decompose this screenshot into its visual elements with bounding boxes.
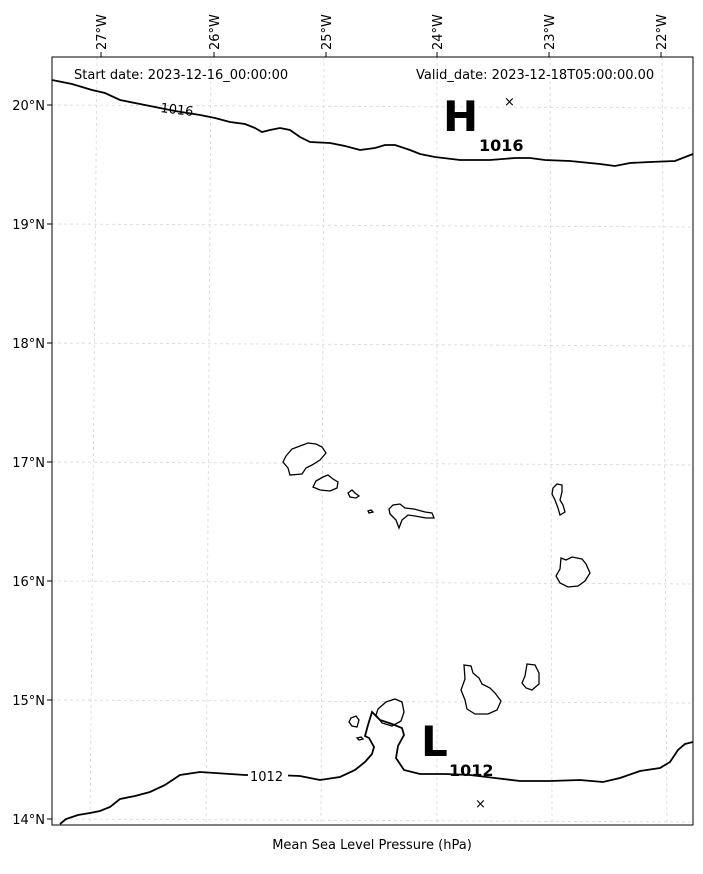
lon-label-27w: 27°W (95, 14, 110, 50)
lat-label-20n: 20°N (12, 99, 45, 114)
island-raso (367, 509, 375, 514)
high-symbol: H (443, 92, 478, 141)
low-symbol: L (421, 717, 448, 766)
map-caption: Mean Sea Level Pressure (hPa) (272, 838, 472, 853)
contour-label-upper: 1016 (160, 101, 195, 120)
high-value: 1016 (479, 136, 524, 155)
lon-label-24w: 24°W (431, 14, 446, 50)
island-sao-vicente (312, 474, 339, 492)
lon-label-23w: 23°W (543, 14, 558, 50)
island-boa-vista (555, 556, 591, 588)
isobars (52, 79, 693, 825)
island-sao-nicolau (388, 503, 435, 530)
islet-secos (355, 736, 365, 741)
graticule (52, 57, 693, 825)
island-brava (348, 715, 360, 728)
latitude-axis: 20°N 19°N 18°N 17°N 16°N 15°N 14°N (12, 99, 52, 828)
contour-label-lower: 1012 (250, 770, 283, 785)
island-maio (521, 663, 540, 691)
island-santa-luzia (347, 489, 361, 499)
low-marker: × (475, 797, 486, 812)
lat-label-14n: 14°N (12, 813, 45, 828)
low-value: 1012 (449, 761, 494, 780)
isobar-upper (52, 79, 693, 167)
longitude-axis: 27°W 26°W 25°W 24°W 23°W 22°W (95, 14, 670, 57)
lat-label-15n: 15°N (12, 694, 45, 709)
lat-label-19n: 19°N (12, 218, 45, 233)
lat-label-18n: 18°N (12, 337, 45, 352)
low-pressure-center: L 1012 × (421, 717, 494, 812)
island-fogo (375, 698, 405, 727)
coastlines (282, 442, 591, 741)
high-pressure-center: H 1016 × (443, 92, 524, 155)
isobar-lower (59, 710, 693, 825)
valid-date-label: Valid_date: 2023-12-18T05:00:00.00 (416, 68, 654, 83)
lon-label-25w: 25°W (320, 14, 335, 50)
island-sal (551, 483, 566, 516)
start-date-label: Start date: 2023-12-16_00:00:00 (74, 68, 288, 83)
lat-label-16n: 16°N (12, 575, 45, 590)
island-santo-antao (282, 442, 327, 476)
high-marker: × (504, 95, 515, 110)
lon-label-26w: 26°W (208, 14, 223, 50)
map-frame (51, 56, 694, 826)
lon-label-22w: 22°W (655, 14, 670, 50)
island-santiago (460, 664, 502, 715)
lat-label-17n: 17°N (12, 456, 45, 471)
